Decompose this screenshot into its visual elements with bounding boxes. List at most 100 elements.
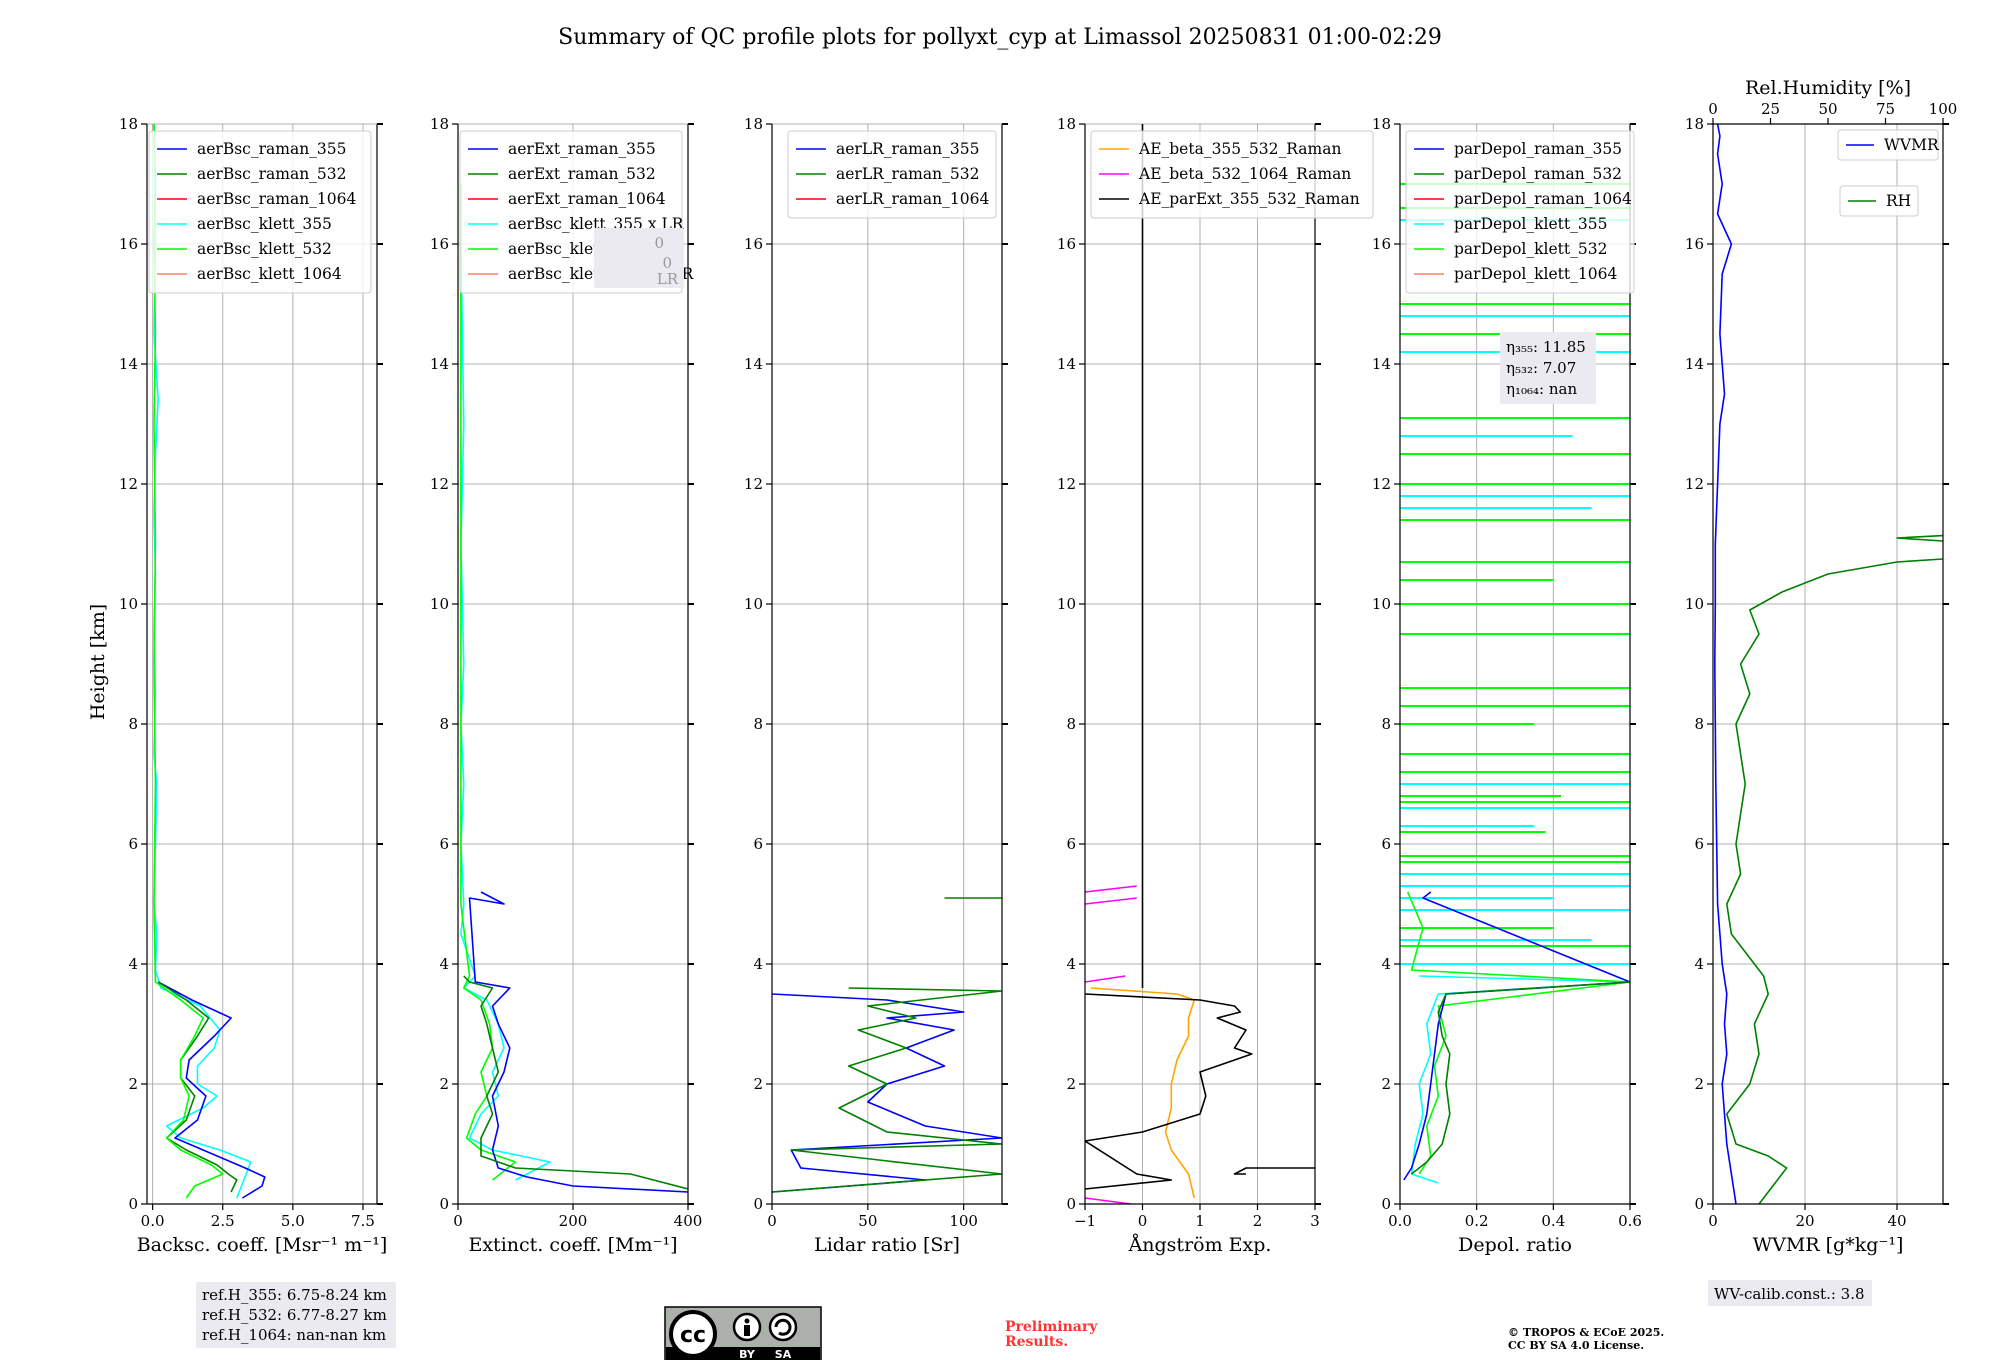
- legend-entry: aerBsc_raman_532: [197, 165, 347, 183]
- legend-entry: parDepol_klett_1064: [1454, 265, 1617, 283]
- legend-entry: AE_beta_532_1064_Raman: [1138, 165, 1351, 183]
- series-line-pardepol-raman-355: [1403, 891, 1630, 1181]
- x-tick-label: 0: [453, 1212, 463, 1230]
- y-tick-label: 6: [1694, 835, 1704, 853]
- legend-entry: parDepol_raman_532: [1454, 165, 1622, 183]
- y-tick-label: 2: [753, 1075, 763, 1093]
- legend-box: [1839, 185, 1919, 217]
- series-line-ae-beta-532-1064-raman: [1085, 975, 1126, 983]
- series-line-ae-parext-355-532-raman: [1233, 1167, 1315, 1175]
- x-axis-label: Backsc. coeff. [Msr⁻¹ m⁻¹]: [137, 1234, 388, 1256]
- eta-text: η₅₃₂: 7.07: [1506, 359, 1576, 377]
- y-tick-label: 2: [128, 1075, 138, 1093]
- y-tick-label: 8: [1066, 715, 1076, 733]
- x-tick-label: −1: [1074, 1212, 1096, 1230]
- x-axis-label: Depol. ratio: [1458, 1234, 1572, 1256]
- series-line-wvmr: [1714, 124, 1737, 1204]
- series-line-aerext-raman-532: [463, 975, 688, 1190]
- eta-box: [1500, 332, 1596, 404]
- grid: [771, 123, 1002, 1205]
- legend-entry: aerLR_raman_532: [836, 165, 979, 183]
- y-tick-label: 18: [1372, 115, 1391, 133]
- y-tick-label: 4: [753, 955, 763, 973]
- x2-tick-label: 0: [1708, 100, 1718, 118]
- x-tick-label: 20: [1795, 1212, 1814, 1230]
- legend-entry: aerExt_raman_1064: [508, 190, 666, 208]
- y-tick-label: 10: [119, 595, 138, 613]
- legend-entry: aerBsc_klett_355: [197, 215, 332, 233]
- x-tick-label: 0: [1708, 1212, 1718, 1230]
- sa-text: SA: [775, 1348, 792, 1360]
- series-line-ae-beta-532-1064-raman: [1085, 1197, 1132, 1204]
- legend-entry: aerBsc_klett_1064: [197, 265, 342, 283]
- preliminary-note-line1: Preliminary: [1005, 1319, 1098, 1335]
- legend-entry: parDepol_klett_355: [1454, 215, 1607, 233]
- y-tick-label: 10: [430, 595, 449, 613]
- y-tick-label: 4: [439, 955, 449, 973]
- x-tick-label: 0.4: [1541, 1212, 1565, 1230]
- y-tick-label: 18: [1057, 115, 1076, 133]
- y-tick-label: 18: [1685, 115, 1704, 133]
- by-text: BY: [739, 1348, 756, 1360]
- x2-tick-label: 75: [1876, 100, 1895, 118]
- y-tick-label: 10: [744, 595, 763, 613]
- lidar-ratio-info-text: LR: [657, 270, 679, 288]
- x-tick-label: 0: [767, 1212, 777, 1230]
- legend-entry: aerLR_raman_355: [836, 140, 979, 158]
- y-tick-label: 8: [753, 715, 763, 733]
- series-group: [153, 124, 266, 1199]
- legend-box: [1405, 130, 1635, 294]
- series-line-ae-beta-532-1064-raman: [1085, 897, 1137, 905]
- x2-axis-label: Rel.Humidity [%]: [1745, 77, 1911, 99]
- y-tick-label: 16: [744, 235, 763, 253]
- y-tick-label: 8: [1381, 715, 1391, 733]
- x-tick-label: 100: [949, 1212, 978, 1230]
- y-tick-label: 18: [119, 115, 138, 133]
- y-tick-label: 16: [119, 235, 138, 253]
- y-tick-label: 0: [1694, 1195, 1704, 1213]
- series-line-ae-beta-532-1064-raman: [1085, 885, 1137, 893]
- legend-box: [1837, 129, 1939, 161]
- share-alike-icon: [768, 1312, 798, 1342]
- ref-height-text: ref.H_532: 6.77-8.27 km: [202, 1306, 387, 1324]
- x-tick-label: 50: [858, 1212, 877, 1230]
- legend-entry: aerBsc_raman_355: [197, 140, 347, 158]
- legend-entry: AE_parExt_355_532_Raman: [1138, 190, 1360, 208]
- lidar-ratio-info-text: 0: [654, 234, 664, 252]
- y-tick-label: 0: [1066, 1195, 1076, 1213]
- series-line-aerext-raman-355: [468, 891, 688, 1193]
- y-tick-label: 4: [1066, 955, 1076, 973]
- y-tick-label: 12: [430, 475, 449, 493]
- series-line-pardepol-klett-355: [1410, 975, 1630, 1184]
- series-group: [460, 184, 688, 1193]
- y-tick-label: 14: [1057, 355, 1076, 373]
- y-tick-label: 16: [430, 235, 449, 253]
- y-tick-label: 6: [1381, 835, 1391, 853]
- y-tick-label: 6: [753, 835, 763, 853]
- x2-tick-label: 25: [1761, 100, 1780, 118]
- legend: aerBsc_raman_355 aerBsc_raman_532 aerBsc_r…: [148, 130, 372, 294]
- series-group: [1714, 124, 1943, 1204]
- x-tick-label: 5.0: [281, 1212, 305, 1230]
- grid: [1712, 123, 1943, 1205]
- y-tick-label: 8: [439, 715, 449, 733]
- ref-height-box: [196, 1282, 396, 1348]
- y-tick-label: 14: [744, 355, 763, 373]
- y-tick-label: 2: [1694, 1075, 1704, 1093]
- x-tick-label: 0.2: [1465, 1212, 1489, 1230]
- legend-entry: parDepol_klett_532: [1454, 240, 1607, 258]
- y-tick-label: 10: [1685, 595, 1704, 613]
- legend-entry: WVMR: [1884, 136, 1940, 154]
- y-tick-label: 12: [119, 475, 138, 493]
- y-tick-label: 14: [1685, 355, 1704, 373]
- legend: aerLR_raman_355 aerLR_raman_532 aerLR_rama…: [787, 130, 997, 219]
- x-tick-label: 1: [1195, 1212, 1205, 1230]
- panel-1: 0 2 4 6 8 10 12 14 16 18 0.0 2.5 5.0 7.5 Backsc. coeff…: [119, 115, 387, 1256]
- series-group: [772, 897, 1002, 1193]
- y-tick-label: 12: [1057, 475, 1076, 493]
- y-tick-label: 10: [1372, 595, 1391, 613]
